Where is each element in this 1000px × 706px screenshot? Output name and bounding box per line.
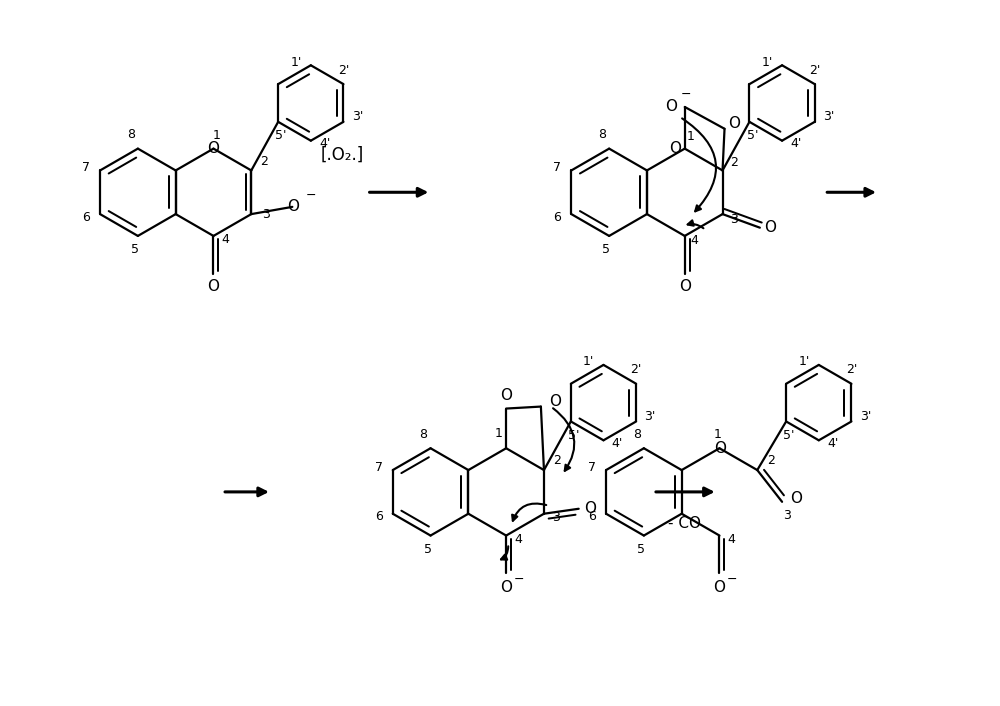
Text: 4: 4	[514, 533, 522, 546]
Text: 1: 1	[687, 130, 695, 143]
Text: 3: 3	[783, 509, 791, 522]
Text: 3: 3	[552, 511, 560, 524]
Text: O: O	[714, 441, 726, 456]
Text: 8: 8	[633, 428, 641, 441]
Text: - CO: - CO	[668, 516, 701, 531]
Text: 4: 4	[727, 533, 735, 546]
Text: O: O	[207, 141, 219, 156]
Text: 5': 5'	[783, 429, 795, 442]
Text: 2: 2	[260, 155, 268, 168]
Text: −: −	[727, 573, 738, 586]
Text: 5: 5	[637, 543, 645, 556]
Text: 7: 7	[553, 161, 561, 174]
Text: 4': 4'	[827, 437, 838, 450]
Text: 4: 4	[691, 234, 699, 247]
Text: 2': 2'	[846, 364, 857, 376]
Text: O: O	[728, 116, 740, 131]
Text: O: O	[287, 199, 299, 215]
Text: 1': 1'	[762, 56, 773, 68]
Text: 6: 6	[588, 510, 596, 523]
Text: [.O₂.]: [.O₂.]	[320, 145, 364, 164]
Text: O: O	[679, 279, 691, 294]
Text: O: O	[665, 100, 677, 114]
Text: 2': 2'	[630, 364, 642, 376]
Text: 7: 7	[82, 161, 90, 174]
Text: 8: 8	[420, 428, 428, 441]
Text: 6: 6	[82, 210, 90, 224]
Text: 2: 2	[553, 454, 561, 467]
Text: 3': 3'	[644, 410, 656, 423]
Text: 2: 2	[767, 454, 775, 467]
Text: O: O	[790, 491, 802, 506]
Text: 6: 6	[554, 210, 561, 224]
Text: 7: 7	[588, 460, 596, 474]
Text: 1': 1'	[583, 355, 594, 369]
Text: 7: 7	[375, 460, 383, 474]
Text: 1': 1'	[798, 355, 810, 369]
Text: 3': 3'	[352, 110, 363, 124]
Text: 1: 1	[494, 427, 502, 440]
Text: 5: 5	[602, 244, 610, 256]
Text: 5: 5	[131, 244, 139, 256]
Text: O: O	[500, 388, 512, 403]
Text: −: −	[680, 88, 691, 100]
Text: O: O	[207, 279, 219, 294]
Text: 4': 4'	[790, 137, 802, 150]
Text: 3: 3	[262, 208, 270, 220]
Text: O: O	[549, 394, 561, 409]
Text: 8: 8	[127, 128, 135, 141]
Text: 4': 4'	[319, 137, 330, 150]
Text: 3': 3'	[823, 110, 834, 124]
Text: O: O	[585, 501, 597, 516]
Text: −: −	[514, 573, 524, 586]
Text: O: O	[500, 580, 512, 594]
Text: 2': 2'	[338, 64, 349, 77]
Text: 5': 5'	[275, 129, 287, 142]
Text: O: O	[713, 580, 725, 594]
Text: 3': 3'	[860, 410, 871, 423]
Text: 5': 5'	[568, 429, 580, 442]
Text: 1: 1	[213, 129, 220, 142]
Text: 3: 3	[731, 213, 738, 225]
Text: 2: 2	[731, 156, 738, 169]
Text: 5': 5'	[747, 129, 758, 142]
Text: 2': 2'	[809, 64, 820, 77]
Text: O: O	[669, 141, 681, 156]
Text: 4': 4'	[612, 437, 623, 450]
Text: −: −	[306, 189, 316, 201]
Text: O: O	[764, 220, 776, 235]
Text: 4: 4	[221, 234, 229, 246]
Text: 6: 6	[375, 510, 383, 523]
Text: 1': 1'	[290, 56, 302, 68]
Text: 8: 8	[598, 128, 606, 141]
Text: 5: 5	[424, 543, 432, 556]
Text: 1: 1	[714, 428, 721, 441]
